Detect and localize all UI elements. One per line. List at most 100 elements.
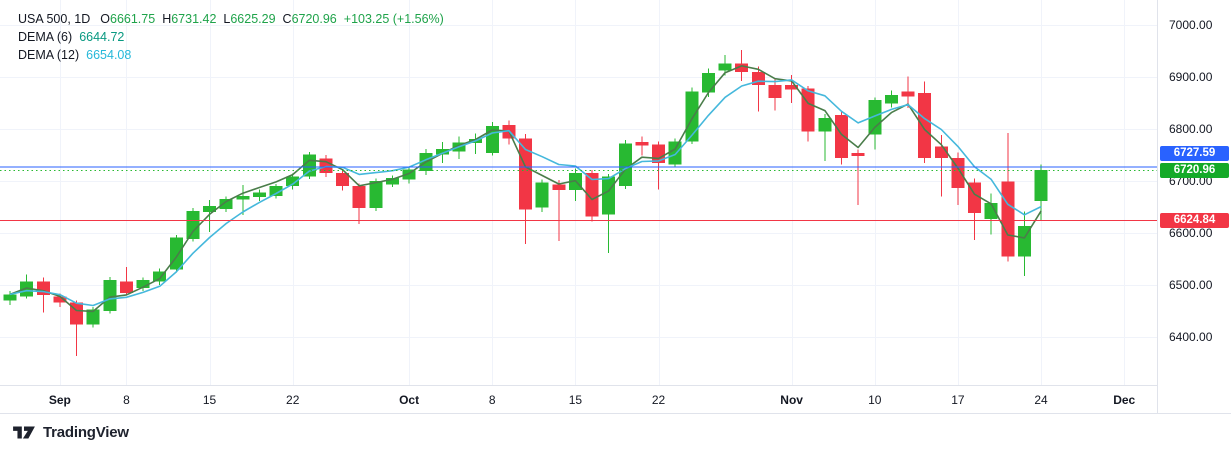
time-tick-label: 15 xyxy=(202,393,217,407)
symbol-row: USA 500, 1D O6661.75 H6731.42 L6625.29 C… xyxy=(18,10,444,28)
candle xyxy=(868,97,882,150)
dema12-value: 6654.08 xyxy=(86,48,132,62)
dema12-line[interactable] xyxy=(9,79,1042,307)
candle xyxy=(352,183,366,225)
candle xyxy=(818,113,832,162)
ohlc-low: L6625.29 xyxy=(223,12,275,26)
candle xyxy=(951,152,965,205)
ohlc-open: O6661.75 xyxy=(100,12,155,26)
candle xyxy=(851,149,865,205)
candle xyxy=(768,78,782,111)
candle xyxy=(585,170,599,222)
time-tick-label: Oct xyxy=(399,393,420,407)
candle xyxy=(136,277,150,292)
candle xyxy=(751,66,765,112)
dema12-name: DEMA (12) xyxy=(18,48,80,62)
dema6-value: 6644.72 xyxy=(79,30,125,44)
price-chart-canvas[interactable] xyxy=(0,0,1157,385)
open-label: O xyxy=(100,12,110,26)
candle xyxy=(236,185,250,215)
high-value: 6731.42 xyxy=(171,12,217,26)
candle xyxy=(835,111,848,165)
time-tick-label: 8 xyxy=(123,393,130,407)
axis-separator xyxy=(0,413,1231,414)
candle xyxy=(618,139,632,189)
candle xyxy=(568,168,582,201)
change-value: +103.25 (+1.56%) xyxy=(343,12,444,26)
price-badge-6624.84: 6624.84 xyxy=(1160,212,1229,228)
time-axis[interactable]: Sep 8 15 22 Oct 8 15 22 Nov 10 17 24 Dec xyxy=(0,385,1157,414)
indicator-row-dema12[interactable]: DEMA (12) 6654.08 xyxy=(18,46,444,64)
candle xyxy=(252,189,266,201)
time-tick-label: 8 xyxy=(488,393,496,407)
candle xyxy=(485,122,499,156)
candle xyxy=(36,277,50,313)
candle xyxy=(153,268,167,286)
candle xyxy=(70,300,84,357)
candle xyxy=(385,175,399,188)
high-label: H xyxy=(162,12,172,26)
time-tick-label: 24 xyxy=(1034,393,1048,407)
candle xyxy=(1017,211,1031,277)
candle xyxy=(269,184,283,199)
candle xyxy=(519,134,533,244)
open-value: 6661.75 xyxy=(110,12,156,26)
low-value: 6625.29 xyxy=(230,12,276,26)
candle xyxy=(286,173,300,190)
candle xyxy=(901,76,915,109)
candle xyxy=(984,193,998,235)
candle xyxy=(119,266,133,296)
tradingview-logo-icon[interactable] xyxy=(12,425,36,440)
candle xyxy=(402,166,416,184)
dema6-name: DEMA (6) xyxy=(18,30,73,44)
time-tick-label: 10 xyxy=(868,393,882,407)
candle xyxy=(435,142,449,163)
candle xyxy=(336,170,350,191)
time-tick-label: 22 xyxy=(651,393,666,407)
price-tick-label: 6600.00 xyxy=(1169,226,1213,240)
candle xyxy=(801,85,815,142)
candle xyxy=(1034,164,1048,220)
candle xyxy=(86,306,100,328)
price-tick-label: 6800.00 xyxy=(1169,122,1213,136)
footer: TradingView xyxy=(0,413,1231,452)
candle xyxy=(552,179,566,241)
candle xyxy=(369,178,383,212)
candles-layer xyxy=(3,49,1048,357)
candle xyxy=(652,141,666,190)
tradingview-logo-text[interactable]: TradingView xyxy=(43,424,129,441)
price-badge-6720.96: 6720.96 xyxy=(1160,162,1229,178)
price-badge-6727.59: 6727.59 xyxy=(1160,145,1229,161)
time-tick-label: 15 xyxy=(568,393,583,407)
close-value: 6720.96 xyxy=(291,12,337,26)
candle xyxy=(635,136,649,156)
price-tick-label: 6400.00 xyxy=(1169,330,1213,344)
time-tick-label: Sep xyxy=(48,393,71,407)
price-tick-label: 7000.00 xyxy=(1169,18,1213,32)
time-tick-label: 17 xyxy=(951,393,965,407)
time-tick-label: Nov xyxy=(780,393,803,407)
ohlc-high: H6731.42 xyxy=(162,12,216,26)
candle xyxy=(20,274,34,299)
candle xyxy=(103,277,117,314)
candle xyxy=(535,179,549,213)
candle xyxy=(918,81,932,163)
price-tick-label: 6500.00 xyxy=(1169,278,1213,292)
candle xyxy=(668,138,682,168)
candle xyxy=(884,90,898,108)
close-label: C xyxy=(282,12,292,26)
low-label: L xyxy=(223,12,231,26)
price-tick-label: 6900.00 xyxy=(1169,70,1213,84)
price-axis[interactable]: 7000.00 6900.00 6800.00 6700.00 6600.00 6500.… xyxy=(1157,0,1231,413)
time-tick-label: 22 xyxy=(286,393,300,407)
candle xyxy=(186,208,200,242)
candle xyxy=(219,196,233,213)
candle xyxy=(203,200,217,232)
ohlc-close: C6720.96 xyxy=(283,12,337,26)
candle xyxy=(3,291,17,305)
legend: USA 500, 1D O6661.75 H6731.42 L6625.29 C… xyxy=(18,10,444,64)
time-tick-label: Dec xyxy=(1113,393,1136,407)
indicator-row-dema6[interactable]: DEMA (6) 6644.72 xyxy=(18,28,444,46)
symbol-title[interactable]: USA 500, 1D xyxy=(18,12,91,26)
